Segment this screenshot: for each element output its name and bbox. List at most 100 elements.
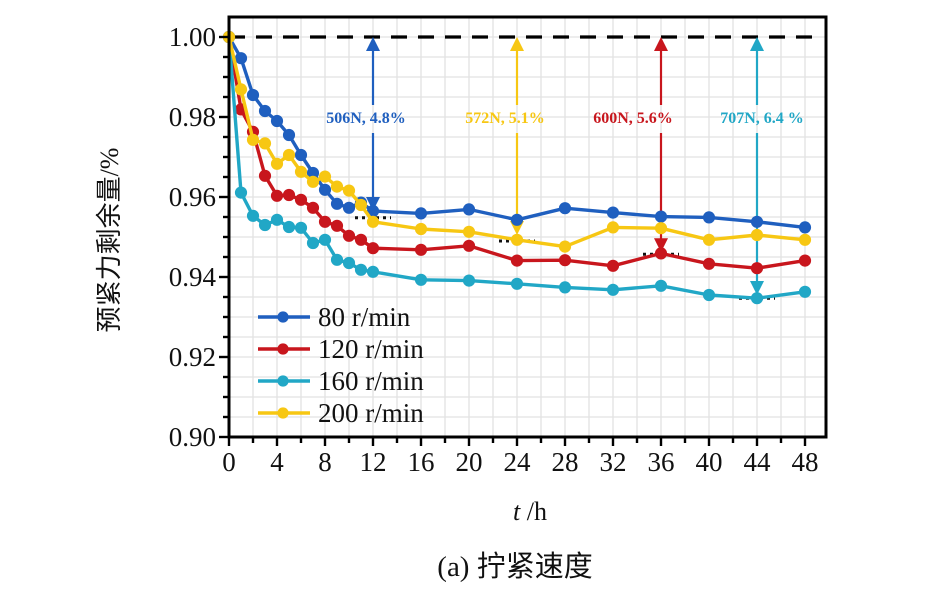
legend-swatch-marker bbox=[277, 343, 289, 355]
legend-swatch-marker bbox=[277, 311, 289, 323]
x-tick-label: 32 bbox=[600, 447, 627, 477]
legend-label: 200 r/min bbox=[318, 398, 424, 428]
data-point bbox=[750, 228, 764, 242]
data-point bbox=[282, 220, 296, 234]
data-point bbox=[462, 225, 476, 238]
data-point bbox=[294, 193, 308, 206]
x-axis-unit: /h bbox=[520, 497, 547, 526]
x-tick-label: 8 bbox=[318, 447, 332, 477]
plot-border bbox=[227, 15, 828, 439]
data-point bbox=[282, 188, 296, 202]
data-point bbox=[702, 288, 716, 302]
x-tick-label: 12 bbox=[360, 447, 387, 477]
x-tick-label: 44 bbox=[744, 447, 772, 477]
legend-label: 160 r/min bbox=[318, 366, 424, 396]
y-tick-label: 1.00 bbox=[169, 22, 216, 52]
data-point bbox=[306, 175, 320, 188]
data-point bbox=[798, 254, 812, 267]
data-point bbox=[342, 256, 356, 270]
data-point bbox=[282, 148, 296, 162]
data-point bbox=[330, 180, 344, 193]
data-point bbox=[654, 279, 668, 292]
annotations: 506N, 4.8% 572N, 5.1% 600N, 5.6% 707N, 6.4 … bbox=[326, 37, 804, 300]
data-point bbox=[606, 259, 620, 272]
annotation-arrow-head-down bbox=[366, 197, 380, 211]
y-tick-label: 0.90 bbox=[169, 422, 216, 452]
x-tick-label: 40 bbox=[696, 447, 723, 477]
data-point bbox=[414, 273, 428, 286]
data-point bbox=[606, 221, 620, 234]
data-point bbox=[366, 242, 380, 255]
data-point bbox=[558, 254, 572, 267]
annotation-label: 572N, 5.1% bbox=[465, 110, 545, 127]
data-point bbox=[330, 219, 344, 232]
data-point bbox=[234, 52, 248, 65]
data-point bbox=[510, 277, 524, 290]
data-point bbox=[246, 88, 260, 102]
data-point bbox=[342, 229, 356, 242]
data-point bbox=[258, 169, 272, 182]
data-point bbox=[270, 157, 284, 170]
data-point bbox=[246, 133, 260, 146]
data-point bbox=[354, 233, 368, 246]
data-point bbox=[270, 213, 284, 226]
series-200-r-min bbox=[222, 30, 812, 253]
data-point bbox=[654, 222, 668, 235]
legend-item: 80 r/min bbox=[258, 302, 411, 332]
data-point bbox=[702, 211, 716, 224]
data-point bbox=[798, 221, 812, 234]
data-point bbox=[750, 215, 764, 228]
x-tick-label: 16 bbox=[408, 447, 435, 477]
legend-item: 120 r/min bbox=[258, 334, 424, 364]
data-point bbox=[282, 128, 296, 142]
data-point bbox=[258, 104, 272, 118]
x-tick-label: 20 bbox=[456, 447, 483, 477]
data-point bbox=[654, 247, 668, 260]
data-point bbox=[462, 274, 476, 287]
data-point bbox=[366, 265, 380, 278]
annotation-arrow-head-down bbox=[750, 281, 764, 295]
annotation-arrow-head-up bbox=[750, 37, 764, 51]
plot-frame bbox=[227, 15, 828, 439]
data-point bbox=[798, 285, 812, 298]
data-point bbox=[510, 254, 524, 267]
annotation-label: 506N, 4.8% bbox=[326, 110, 406, 127]
data-point bbox=[606, 283, 620, 296]
data-point bbox=[750, 262, 764, 275]
data-point bbox=[414, 222, 428, 236]
annotation-3: 707N, 6.4 % bbox=[720, 37, 804, 300]
data-point bbox=[330, 253, 344, 266]
data-point bbox=[414, 243, 428, 256]
data-point bbox=[234, 186, 248, 199]
data-point bbox=[270, 114, 284, 128]
data-point bbox=[606, 206, 620, 219]
data-point bbox=[462, 203, 476, 216]
data-point bbox=[558, 202, 572, 215]
data-point bbox=[246, 209, 260, 222]
x-axis-title: t /h bbox=[513, 497, 547, 526]
legend-item: 200 r/min bbox=[258, 398, 424, 428]
y-tick-label: 0.94 bbox=[169, 262, 217, 292]
x-tick-label: 24 bbox=[504, 447, 532, 477]
legend-label: 80 r/min bbox=[318, 302, 411, 332]
data-point bbox=[558, 240, 572, 253]
x-tick-label: 36 bbox=[648, 447, 675, 477]
annotation-label: 600N, 5.6% bbox=[593, 110, 673, 127]
x-axis-variable: t bbox=[513, 497, 521, 526]
data-point bbox=[234, 83, 248, 96]
data-point bbox=[798, 233, 812, 246]
data-point bbox=[654, 210, 668, 223]
data-point bbox=[510, 233, 524, 246]
annotation-arrow-head-down bbox=[654, 238, 668, 253]
x-tick-label: 28 bbox=[552, 447, 579, 477]
data-point bbox=[342, 184, 356, 197]
x-tick-label: 0 bbox=[222, 447, 236, 477]
legend-swatch-marker bbox=[277, 375, 289, 387]
data-point bbox=[330, 197, 344, 210]
x-tick-label: 48 bbox=[792, 447, 819, 477]
y-tick-label: 0.92 bbox=[169, 342, 216, 372]
data-point bbox=[366, 215, 380, 228]
data-point bbox=[258, 137, 272, 150]
